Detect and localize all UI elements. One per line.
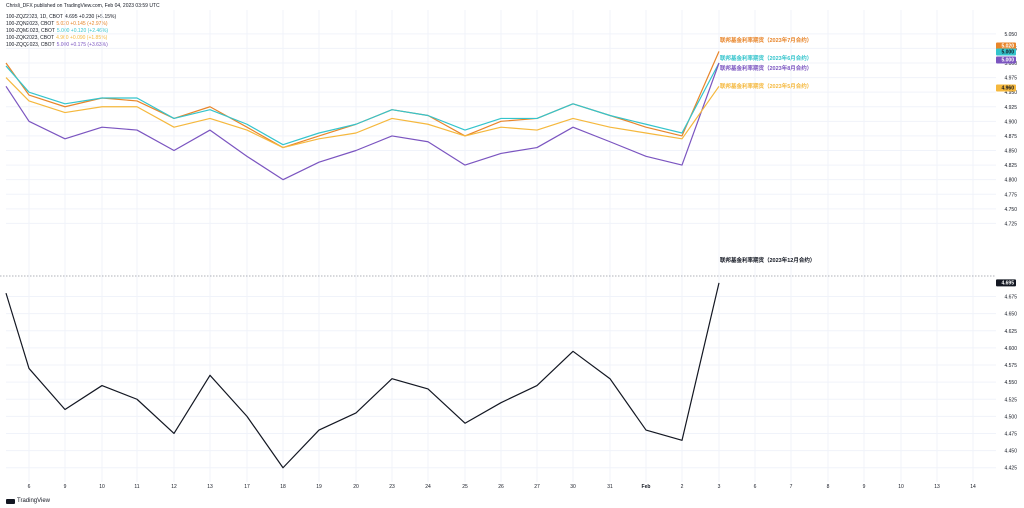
x-tick-label: 13 <box>934 484 940 490</box>
time-axis[interactable]: 6 9 10 11 12 13 17 18 19 20 23 24 25 26 27 30 31 Feb 2 3 6 7 8… <box>28 484 976 490</box>
x-tick-label: 10 <box>898 484 904 490</box>
x-tick-label: 18 <box>280 484 286 490</box>
y-tick-label: 4.725 <box>1004 221 1017 227</box>
last-price-value: 4.960 <box>1001 86 1014 92</box>
x-tick-label: 23 <box>389 484 395 490</box>
last-price-tag <box>996 279 1016 287</box>
series-name-label: 联邦基金利率期货（2023年6月合约） <box>720 54 812 62</box>
y-tick-label: 4.525 <box>1004 397 1017 403</box>
y-tick-label: 4.750 <box>1004 207 1017 213</box>
x-tick-label: 17 <box>244 484 250 490</box>
x-tick-label: 3 <box>718 484 721 490</box>
tradingview-logo-text: TradingView <box>17 498 51 504</box>
x-tick-label: 8 <box>827 484 830 490</box>
y-tick-label: 4.425 <box>1004 466 1017 472</box>
y-tick-label: 4.800 <box>1004 178 1017 184</box>
x-tick-label: 9 <box>64 484 67 490</box>
y-tick-label: 4.600 <box>1004 346 1017 352</box>
x-tick-label: 13 <box>207 484 213 490</box>
y-tick-label: 4.850 <box>1004 149 1017 155</box>
x-tick-label: 12 <box>171 484 177 490</box>
x-tick-label: 14 <box>970 484 976 490</box>
series-name-label: 联邦基金利率期货（2023年12月合约） <box>720 256 815 264</box>
legend-row[interactable]: 100-ZQQ2023, CBOT 5.000 +0.175 (+3.63%) <box>6 42 108 49</box>
y-tick-label: 5.000 <box>1004 61 1017 67</box>
last-price-tag <box>996 42 1016 50</box>
series-name-label: 联邦基金利率期货（2023年8月合约） <box>720 64 812 72</box>
legend-row[interactable]: 100-ZQN2023, CBOT 5.020 +0.145 (+2.97%) <box>6 21 108 28</box>
x-tick-label: Feb <box>642 484 651 490</box>
legend-row[interactable]: 100-ZQK2023, CBOT 4.960 +0.090 (+1.85%) <box>6 35 107 42</box>
legend-symbol: 100-ZQN2023, CBOT <box>6 21 55 27</box>
series-line <box>5 77 720 149</box>
legend-value: 4.960 +0.090 (+1.85%) <box>56 35 108 41</box>
legend-symbol: 100-ZQM2023, CBOT <box>6 28 55 34</box>
y-tick-label: 4.500 <box>1004 414 1017 420</box>
legend-row[interactable]: 100-ZQZ2023, 1D, CBOT 4.695 +0.230 (+5.15… <box>6 14 116 21</box>
y-tick-label: 4.925 <box>1004 105 1017 111</box>
last-price-value: 5.000 <box>1001 50 1014 56</box>
x-tick-label: 2 <box>681 484 684 490</box>
y-tick-label: 4.450 <box>1004 449 1017 455</box>
series-line <box>5 62 720 181</box>
y-tick-label: 4.575 <box>1004 363 1017 369</box>
price-axis[interactable]: 5.0505.0255.0004.9754.9504.9254.9004.875… <box>996 32 1017 472</box>
legend-value: 5.000 +0.120 (+2.46%) <box>56 28 109 34</box>
series-line <box>5 282 720 469</box>
tradingview-logo-icon <box>6 498 15 504</box>
series-line <box>5 51 720 149</box>
series-name-label: 联邦基金利率期货（2023年5月合约） <box>720 82 812 90</box>
legend-symbol: 100-ZQQ2023, CBOT <box>6 42 55 48</box>
x-tick-label: 7 <box>790 484 793 490</box>
x-tick-label: 10 <box>99 484 105 490</box>
legend-value: 4.695 +0.230 (+5.15%) <box>64 14 117 20</box>
x-tick-label: 6 <box>28 484 31 490</box>
y-tick-label: 4.900 <box>1004 119 1017 125</box>
y-tick-label: 4.775 <box>1004 192 1017 198</box>
x-tick-label: 19 <box>316 484 322 490</box>
legend-symbol: 100-ZQZ2023, 1D, CBOT <box>6 14 63 20</box>
y-tick-label: 4.875 <box>1004 134 1017 140</box>
x-tick-label: 25 <box>462 484 468 490</box>
tradingview-logo[interactable]: TradingView <box>6 498 50 504</box>
x-tick-label: 27 <box>534 484 540 490</box>
x-tick-label: 20 <box>353 484 359 490</box>
legend-value: 5.020 +0.145 (+2.97%) <box>56 21 108 27</box>
last-price-value: 5.000 <box>1001 58 1014 64</box>
last-price-tag <box>996 48 1016 56</box>
grid <box>6 10 996 482</box>
last-price-tag <box>996 56 1016 64</box>
y-tick-label: 4.650 <box>1004 312 1017 318</box>
y-tick-label: 4.675 <box>1004 295 1017 301</box>
legend-row[interactable]: 100-ZQM2023, CBOT 5.000 +0.120 (+2.46%) <box>6 28 108 35</box>
y-tick-label: 4.975 <box>1004 76 1017 82</box>
y-tick-label: 4.475 <box>1004 431 1017 437</box>
y-tick-label: 4.550 <box>1004 380 1017 386</box>
legend-value: 5.000 +0.175 (+3.63%) <box>56 42 108 48</box>
legend-symbol: 100-ZQK2023, CBOT <box>6 35 55 41</box>
y-tick-label: 4.625 <box>1004 329 1017 335</box>
y-tick-label: 5.050 <box>1004 32 1017 38</box>
series-line <box>5 62 720 146</box>
x-tick-label: 31 <box>607 484 613 490</box>
last-price-value: 5.020 <box>1001 44 1014 50</box>
x-tick-label: 30 <box>570 484 576 490</box>
x-tick-label: 11 <box>134 484 139 490</box>
last-price-value: 4.695 <box>1001 281 1014 287</box>
y-tick-label: 4.825 <box>1004 163 1017 169</box>
series-layer <box>5 51 720 469</box>
x-tick-label: 6 <box>754 484 757 490</box>
y-tick-label: 4.950 <box>1004 90 1017 96</box>
x-tick-label: 24 <box>425 484 431 490</box>
series-name-label: 联邦基金利率期货（2023年7月合约） <box>720 36 812 44</box>
series-labels: 联邦基金利率期货（2023年7月合约） 联邦基金利率期货（2023年6月合约） 联邦… <box>720 36 815 264</box>
publisher-line: Chrisli_DFX published on TradingView.com… <box>6 3 160 9</box>
x-tick-label: 9 <box>863 484 866 490</box>
x-tick-label: 26 <box>498 484 504 490</box>
last-price-tag <box>996 84 1016 92</box>
